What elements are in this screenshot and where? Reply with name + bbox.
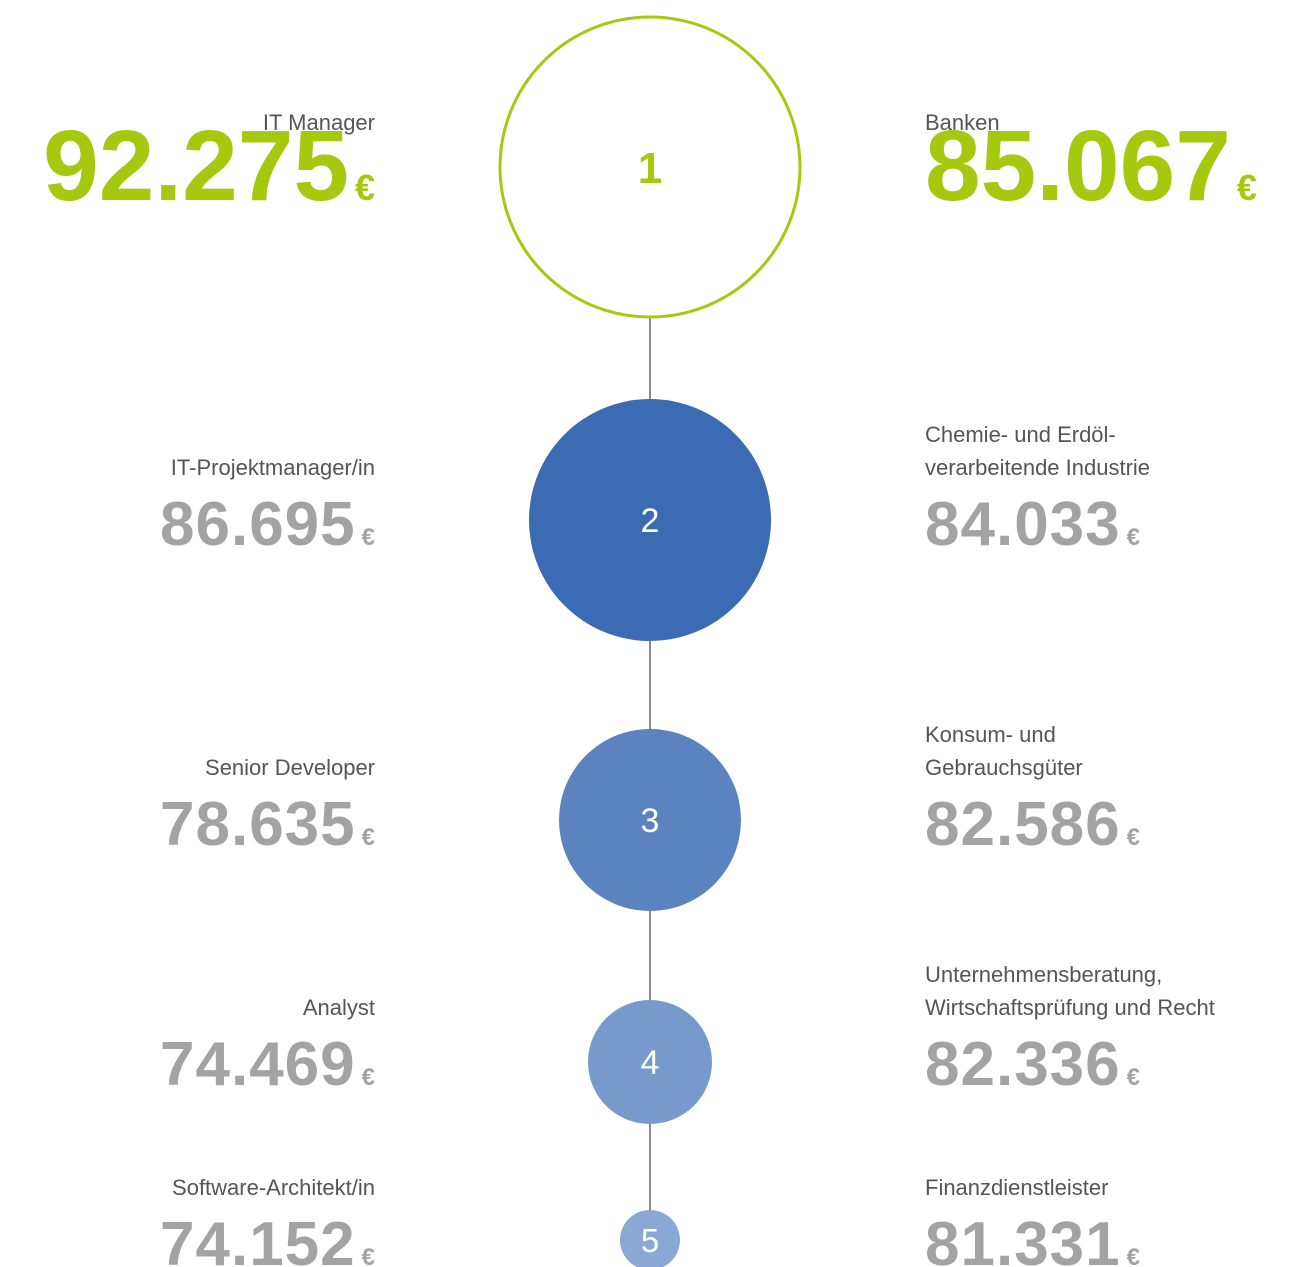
- value-number: 81.331: [925, 1210, 1121, 1267]
- label: Unternehmensberatung,: [925, 962, 1162, 987]
- value: 84.033 €: [925, 490, 1140, 559]
- value-number: 74.469: [160, 1030, 356, 1099]
- value-number: 78.635: [160, 790, 356, 859]
- label: verarbeitende Industrie: [925, 455, 1150, 480]
- value: 82.336 €: [925, 1030, 1140, 1099]
- label: Analyst: [303, 995, 375, 1020]
- value: 81.331 €: [925, 1210, 1140, 1267]
- label: Gebrauchsgüter: [925, 755, 1083, 780]
- currency: €: [1127, 1064, 1140, 1091]
- rank-circle: [498, 15, 802, 319]
- rank-circle: [620, 1210, 680, 1267]
- currency: €: [362, 1064, 375, 1091]
- currency: €: [1127, 824, 1140, 851]
- value-number: 74.152: [160, 1210, 356, 1267]
- value: 86.695 €: [160, 490, 375, 559]
- value-number: 86.695: [160, 490, 356, 559]
- label: Wirtschaftsprüfung und Recht: [925, 995, 1215, 1020]
- currency: €: [362, 824, 375, 851]
- currency: €: [362, 1244, 375, 1267]
- value: 78.635 €: [160, 790, 375, 859]
- rank-number: 5: [641, 1222, 659, 1259]
- currency: €: [1127, 1244, 1140, 1267]
- currency: €: [1237, 167, 1257, 208]
- rank-number: 2: [641, 502, 660, 540]
- label: Konsum- und: [925, 722, 1056, 747]
- label: Software-Architekt/in: [172, 1175, 375, 1200]
- value-number: 84.033: [925, 490, 1121, 559]
- label: Senior Developer: [205, 755, 375, 780]
- value-number: 85.067: [925, 110, 1231, 222]
- rank-number: 3: [641, 802, 660, 840]
- value-number: 82.586: [925, 790, 1121, 859]
- value: 74.469 €: [160, 1030, 375, 1099]
- label: IT-Projektmanager/in: [171, 455, 375, 480]
- value: 85.067 €: [925, 110, 1257, 222]
- currency: €: [355, 167, 375, 208]
- value: 82.586 €: [925, 790, 1140, 859]
- rank-circle: [588, 1000, 712, 1124]
- value: 74.152 €: [160, 1210, 375, 1267]
- label: Chemie- und Erdöl-: [925, 422, 1116, 447]
- label: IT Manager: [263, 110, 375, 135]
- value-number: 92.275: [43, 110, 349, 222]
- rank-number: 1: [638, 144, 662, 193]
- rank-number: 4: [641, 1044, 660, 1082]
- currency: €: [1127, 524, 1140, 551]
- currency: €: [362, 524, 375, 551]
- label: Finanzdienstleister: [925, 1175, 1108, 1200]
- value: 92.275 €: [43, 110, 375, 222]
- label: Banken: [925, 110, 1000, 135]
- rank-circle: [529, 399, 771, 641]
- rank-circle: [559, 729, 741, 911]
- value-number: 82.336: [925, 1030, 1121, 1099]
